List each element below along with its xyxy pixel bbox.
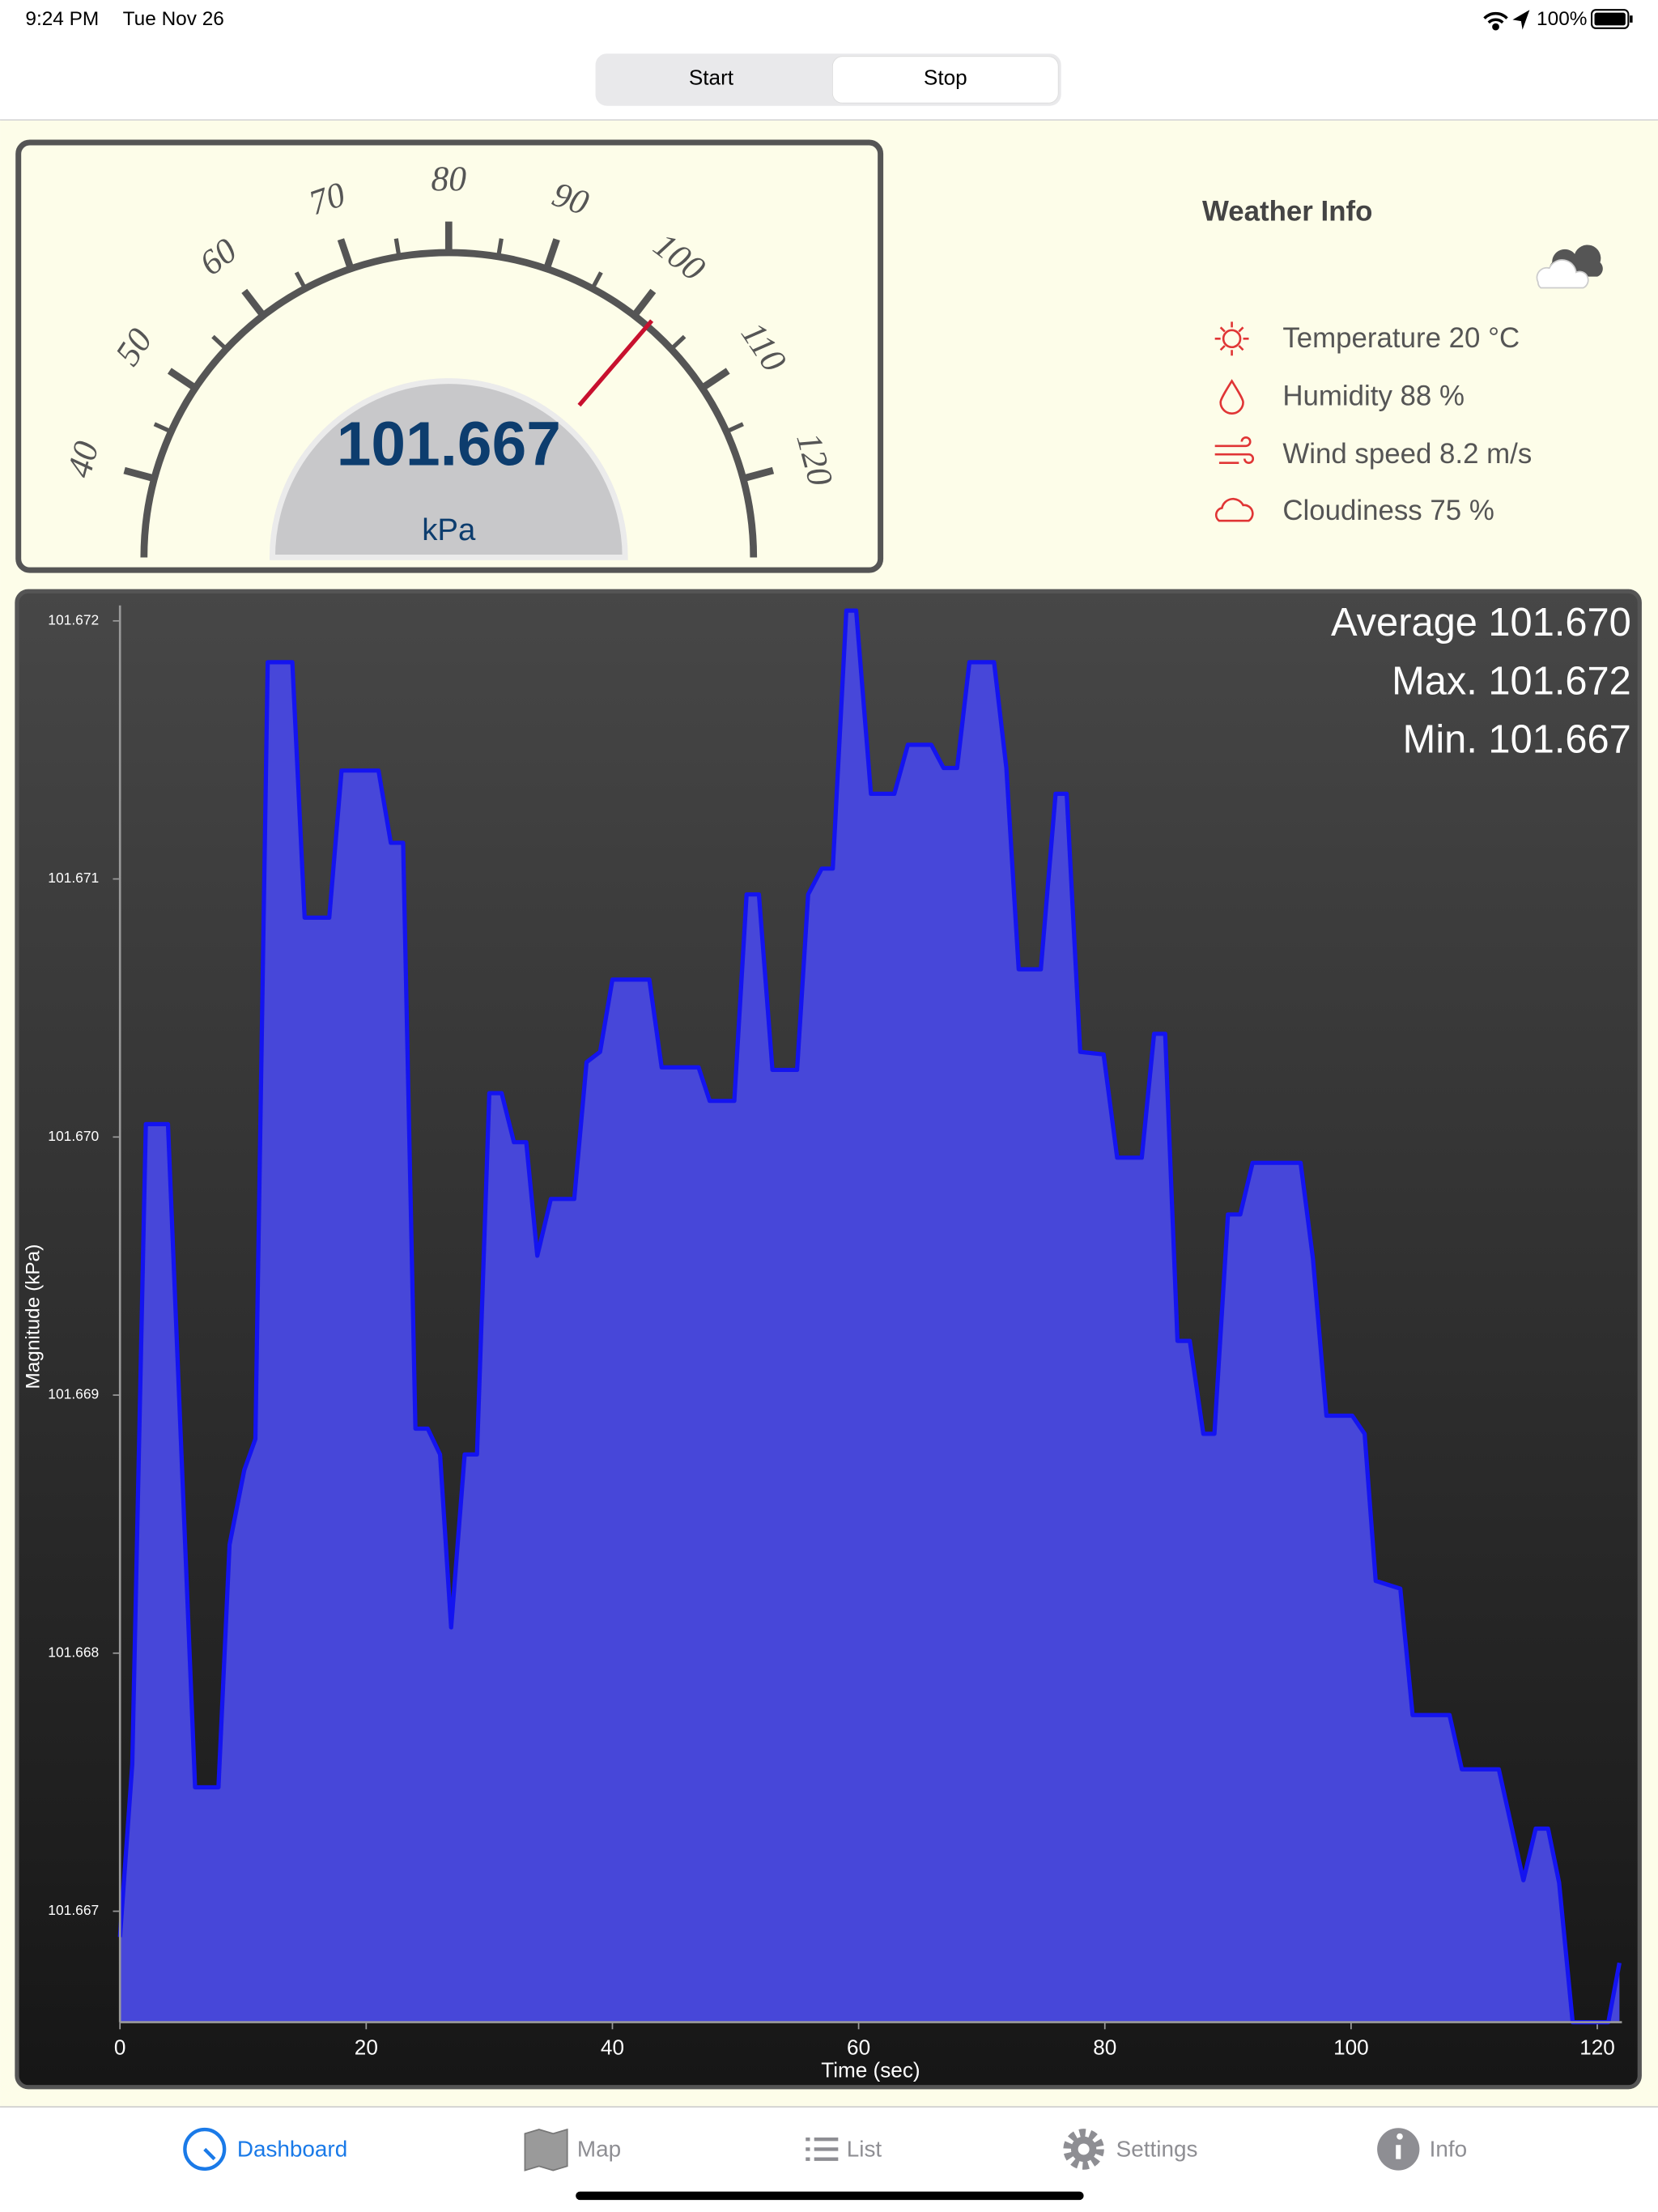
- weather-item: Temperature 20 °C: [1282, 322, 1520, 354]
- area-line: [117, 608, 1622, 2025]
- gauge-minor-tick: [211, 334, 228, 351]
- gauge-minor-tick: [496, 238, 504, 257]
- gauge-major-tick: [543, 238, 560, 270]
- sun-rays: [1214, 321, 1249, 356]
- chart: 101.667 101.668 101.669 101.670 101.671 101.6…: [22, 601, 1631, 2082]
- y-axis-title: Magnitude (kPa): [22, 1244, 44, 1389]
- list-icon[interactable]: [806, 2138, 839, 2161]
- cloudiness-icon: [1214, 497, 1254, 522]
- y-tick-label: 101.670: [48, 1128, 99, 1144]
- sun-icon: [1214, 321, 1249, 356]
- gauge-panel: [15, 139, 884, 573]
- y-tick-label: 101.667: [48, 1902, 99, 1918]
- x-tick-label: 80: [1093, 2035, 1116, 2060]
- tab-settings[interactable]: Settings: [1063, 2129, 1198, 2170]
- segment-label[interactable]: Start: [689, 66, 734, 90]
- tab-map[interactable]: Map: [524, 2128, 621, 2172]
- weather-item: Wind speed 8.2 m/s: [1282, 438, 1532, 470]
- selected-segment[interactable]: [831, 56, 1059, 104]
- tab-label[interactable]: Map: [577, 2137, 621, 2162]
- settings-gear-hole[interactable]: [1078, 2143, 1090, 2155]
- gauge-major-tick: [241, 288, 266, 318]
- weather-title: Weather Info: [1202, 195, 1372, 227]
- dashboard-icon-needle[interactable]: [203, 2147, 216, 2161]
- tab-bar: Dashboard Map List Settings Info: [183, 2127, 1468, 2201]
- battery-percent: 100%: [1537, 8, 1587, 30]
- map-icon[interactable]: [524, 2128, 568, 2172]
- wifi-dot: [1492, 23, 1499, 31]
- gauge-value: 101.667: [337, 410, 561, 479]
- gauge-major-tick: [167, 368, 198, 391]
- gauge-minor-tick: [670, 334, 687, 351]
- y-tick-label: 101.672: [48, 611, 99, 627]
- gauge-unit: kPa: [422, 513, 476, 547]
- dashboard-icon[interactable]: [183, 2127, 227, 2172]
- y-tick-label: 101.671: [48, 870, 99, 886]
- location-icon: [1512, 10, 1530, 30]
- wind-icon: [1214, 436, 1255, 464]
- x-tick-label: 60: [847, 2035, 870, 2060]
- gauge-tick-label: 80: [432, 160, 467, 198]
- stop-segment[interactable]: Stop: [831, 56, 1059, 104]
- cloud-icon: [1536, 245, 1603, 289]
- weather-info: Weather Info Temperature 20 °C Humidity …: [1202, 195, 1603, 526]
- y-tick-label: 101.669: [48, 1386, 99, 1402]
- x-tick-label: 0: [114, 2035, 126, 2060]
- gauge-needle: [577, 319, 654, 407]
- gauge-minor-tick: [393, 238, 402, 257]
- segmented-control: Start Stop: [595, 53, 1061, 106]
- chart-annotation: Min. 101.667: [1403, 718, 1631, 762]
- x-tick-label: 40: [601, 2035, 624, 2060]
- gauge-minor-tick: [725, 422, 744, 434]
- gauge-hub: [269, 378, 628, 560]
- gauge-major-tick: [742, 466, 775, 483]
- sun-core: [1222, 329, 1242, 349]
- battery-cap: [1630, 15, 1633, 23]
- home-indicator: [576, 2191, 1084, 2201]
- wifi-icon: [1483, 11, 1508, 31]
- tab-info[interactable]: Info: [1377, 2128, 1468, 2171]
- area-fill: [120, 610, 1620, 2023]
- light-cloud: [1536, 259, 1589, 289]
- settings-gear[interactable]: [1063, 2129, 1104, 2170]
- gauge-major-tick: [337, 238, 355, 270]
- tab-label[interactable]: Dashboard: [237, 2137, 347, 2162]
- x-tick-label: 120: [1579, 2035, 1615, 2060]
- tab-label[interactable]: List: [847, 2137, 882, 2162]
- info-icon-dot[interactable]: [1397, 2133, 1403, 2140]
- wifi-arc: [1487, 18, 1504, 24]
- segment-label[interactable]: Stop: [924, 66, 967, 90]
- x-tick-label: 20: [355, 2035, 378, 2060]
- gauge-minor-tick: [294, 271, 308, 290]
- gauge-major-tick: [123, 466, 155, 483]
- status-time: 9:24 PM: [25, 8, 99, 30]
- tab-dashboard[interactable]: Dashboard: [183, 2127, 347, 2172]
- tab-list[interactable]: List: [806, 2137, 882, 2162]
- battery-level: [1594, 12, 1626, 26]
- wifi-arc: [1483, 11, 1508, 19]
- status-date: Tue Nov 26: [123, 8, 224, 30]
- humidity-icon: [1219, 379, 1244, 415]
- tab-label[interactable]: Settings: [1116, 2137, 1198, 2162]
- start-segment[interactable]: Start: [689, 66, 734, 90]
- y-tick-label: 101.668: [48, 1644, 99, 1660]
- weather-item: Humidity 88 %: [1282, 381, 1465, 412]
- x-axis-title: Time (sec): [821, 2057, 920, 2082]
- gauge-major-tick: [699, 368, 730, 391]
- weather-item: Cloudiness 75 %: [1282, 495, 1494, 526]
- gauge-major-tick: [631, 288, 657, 318]
- chart-annotation: Average 101.670: [1331, 601, 1631, 644]
- tab-label[interactable]: Info: [1430, 2137, 1468, 2162]
- battery-outline: [1590, 9, 1630, 29]
- gauge-minor-tick: [153, 422, 172, 434]
- gauge-minor-tick: [590, 271, 603, 290]
- chart-annotation: Max. 101.672: [1392, 659, 1631, 703]
- x-tick-label: 100: [1333, 2035, 1369, 2060]
